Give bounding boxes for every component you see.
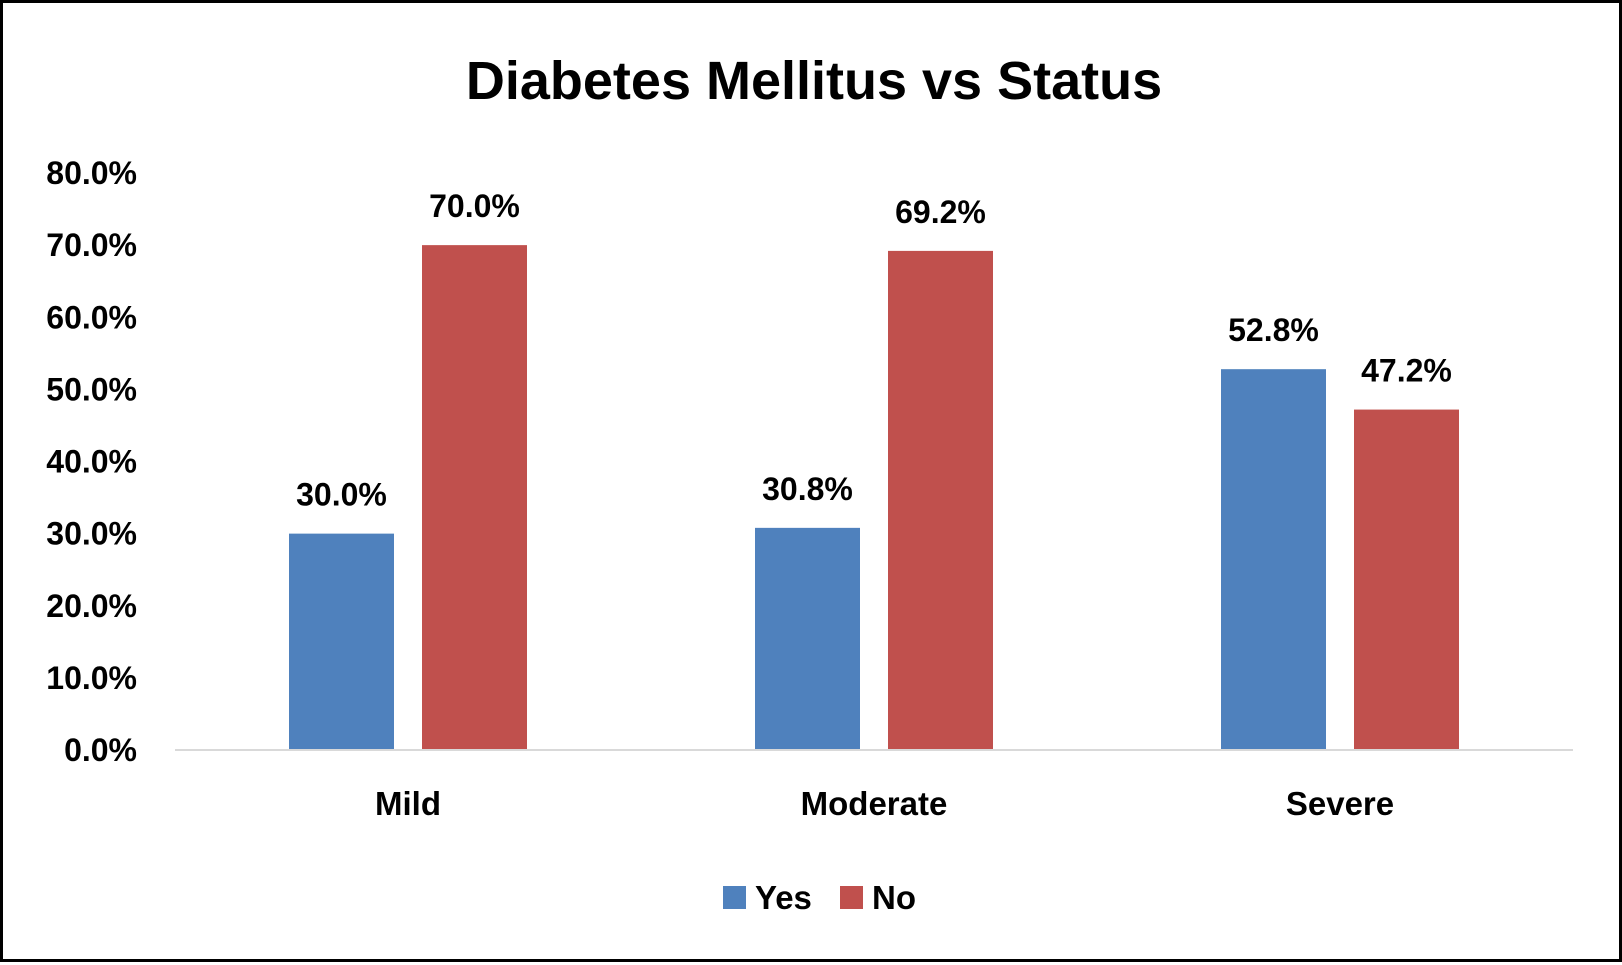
x-tick-label: Mild <box>375 785 441 822</box>
bar-no-mild <box>422 245 527 750</box>
data-label: 30.8% <box>762 471 853 507</box>
y-tick-label: 40.0% <box>46 444 137 480</box>
bar-chart: Diabetes Mellitus vs Status 0.0% 10.0% 20.… <box>46 51 1573 916</box>
y-axis: 0.0% 10.0% 20.0% 30.0% 40.0% 50.0% 60.0% 70.0% 8… <box>46 155 137 768</box>
bar-no-moderate <box>888 250 993 750</box>
bar-yes-mild <box>289 533 394 750</box>
legend-label-yes: Yes <box>755 879 812 916</box>
y-tick-label: 60.0% <box>46 299 137 335</box>
bars <box>289 245 1459 750</box>
bar-no-severe <box>1354 409 1459 750</box>
data-label: 52.8% <box>1228 312 1319 348</box>
x-tick-label: Severe <box>1286 785 1394 822</box>
data-label: 47.2% <box>1361 353 1452 389</box>
bar-yes-severe <box>1221 369 1326 750</box>
y-tick-label: 50.0% <box>46 371 137 407</box>
y-tick-label: 10.0% <box>46 660 137 696</box>
data-label: 70.0% <box>429 188 520 224</box>
y-tick-label: 0.0% <box>64 732 137 768</box>
bar-yes-moderate <box>755 527 860 750</box>
chart-title: Diabetes Mellitus vs Status <box>466 51 1162 111</box>
legend-label-no: No <box>872 879 916 916</box>
y-tick-label: 30.0% <box>46 516 137 552</box>
legend: Yes No <box>723 879 916 916</box>
legend-swatch-no <box>840 886 863 909</box>
legend-swatch-yes <box>723 886 746 909</box>
data-label: 69.2% <box>895 194 986 230</box>
x-axis: Mild Moderate Severe <box>375 785 1394 822</box>
y-tick-label: 70.0% <box>46 227 137 263</box>
data-label: 30.0% <box>296 477 387 513</box>
data-labels: 30.0% 70.0% 30.8% 69.2% 52.8% 47.2% <box>296 188 1452 513</box>
y-tick-label: 80.0% <box>46 155 137 191</box>
x-tick-label: Moderate <box>801 785 948 822</box>
y-tick-label: 20.0% <box>46 588 137 624</box>
